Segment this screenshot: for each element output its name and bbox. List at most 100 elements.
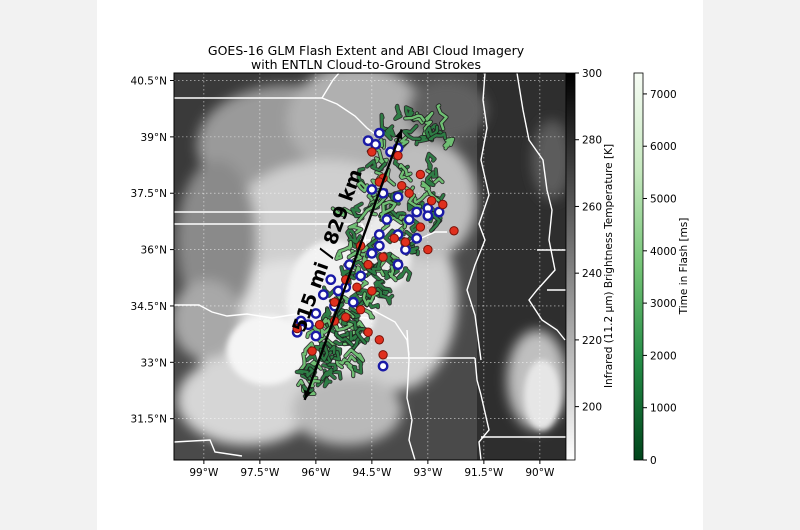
ctg-stroke-red bbox=[307, 346, 317, 356]
ctg-stroke-red bbox=[438, 199, 448, 210]
state-borders bbox=[174, 73, 566, 460]
ctg-stroke-blue bbox=[392, 259, 404, 271]
chart-title: GOES-16 GLM Flash Extent and ABI Cloud I… bbox=[208, 43, 525, 58]
flash-channel bbox=[335, 355, 357, 369]
flash-channel bbox=[374, 280, 392, 293]
lat-tick-label: 40.5°N bbox=[131, 76, 167, 88]
arrow-head-south bbox=[304, 389, 312, 400]
lon-tick-label: 93°W bbox=[413, 467, 443, 479]
colorbar-tick-label: 3000 bbox=[650, 298, 677, 310]
flash-channel bbox=[295, 367, 314, 377]
latitude-axis: 40.5°N 39°N 37.5°N 36°N 34.5°N 33°N 31.5°N bbox=[131, 76, 174, 426]
ctg-stroke-blue bbox=[373, 229, 385, 240]
colorbar-tick-label: 300 bbox=[582, 68, 602, 80]
ctg-stroke-red bbox=[389, 233, 399, 244]
ctg-stroke-red bbox=[341, 312, 351, 322]
ctg-stroke-blue bbox=[347, 296, 359, 308]
ctg-stroke-red bbox=[415, 169, 426, 180]
longitude-axis: 99°W 97.5°W 96°W 94.5°W 93°W 91.5°W 90°W bbox=[189, 460, 555, 479]
flash-channel bbox=[425, 168, 438, 187]
flash-channel bbox=[330, 337, 347, 347]
ctg-stroke-blue bbox=[317, 289, 329, 301]
colorbar-tick-label: 5000 bbox=[650, 194, 677, 206]
flash-channel bbox=[399, 169, 412, 182]
flash-channel bbox=[388, 265, 397, 282]
ctg-stroke-red bbox=[378, 252, 388, 262]
colorbar-tick-label: 6000 bbox=[650, 141, 677, 153]
temperature-colorbar bbox=[565, 72, 576, 461]
ctg-stroke-red bbox=[449, 226, 459, 236]
ctg-strokes bbox=[291, 127, 459, 372]
lat-tick-label: 31.5°N bbox=[131, 414, 167, 426]
colorbar-tick-label: 200 bbox=[582, 402, 602, 414]
ctg-stroke-blue bbox=[377, 360, 389, 372]
flash-channel bbox=[327, 355, 337, 372]
colorbar-tick-label: 280 bbox=[582, 135, 602, 147]
lon-tick-label: 96°W bbox=[301, 467, 331, 479]
colorbar-tick-label: 240 bbox=[582, 268, 602, 280]
map-chart: GOES-16 GLM Flash Extent and ABI Cloud I… bbox=[131, 43, 690, 479]
flash-colorbar bbox=[633, 72, 644, 461]
ctg-stroke-red bbox=[378, 350, 388, 360]
flash-channel bbox=[376, 287, 394, 305]
flash-channel bbox=[306, 376, 321, 388]
ctg-stroke-red bbox=[363, 327, 373, 337]
lon-tick-label: 91.5°W bbox=[464, 467, 504, 479]
ctg-stroke-red bbox=[367, 286, 377, 296]
ctg-stroke-red bbox=[314, 320, 325, 330]
flash-channel bbox=[436, 104, 448, 131]
ctg-stroke-red bbox=[352, 282, 362, 292]
colorbar-tick-label: 1000 bbox=[650, 403, 677, 415]
flash-colorbar-ticks: 0 1000 2000 3000 4000 5000 6000 7000 bbox=[643, 89, 677, 467]
flash-channel bbox=[335, 240, 353, 260]
figure: GOES-16 GLM Flash Extent and ABI Cloud I… bbox=[97, 0, 703, 530]
flash-channel bbox=[357, 196, 387, 223]
ctg-stroke-blue bbox=[381, 214, 393, 225]
ctg-stroke-blue bbox=[310, 308, 322, 319]
arrow-shaft bbox=[303, 128, 403, 401]
flash-channel bbox=[297, 379, 316, 396]
lat-tick-label: 37.5°N bbox=[131, 188, 167, 200]
flash-channel bbox=[394, 104, 402, 121]
flash-channel bbox=[398, 163, 412, 177]
flash-channel bbox=[397, 267, 412, 281]
distance-arrow bbox=[303, 128, 403, 401]
ctg-stroke-red bbox=[423, 244, 433, 255]
ctg-stroke-red bbox=[355, 305, 366, 315]
ctg-stroke-red bbox=[400, 237, 411, 247]
ctg-stroke-blue bbox=[355, 270, 367, 282]
flash-channel bbox=[379, 200, 397, 220]
flash-channel bbox=[347, 330, 362, 345]
flash-channel bbox=[382, 125, 395, 141]
cloud-imagery bbox=[174, 73, 566, 460]
lat-tick-label: 34.5°N bbox=[131, 301, 167, 313]
flash-channel bbox=[323, 378, 332, 388]
ctg-stroke-blue bbox=[433, 206, 445, 218]
ctg-stroke-blue bbox=[373, 127, 385, 139]
flash-channel bbox=[357, 181, 369, 193]
flash-channel bbox=[321, 368, 336, 380]
temperature-colorbar-ticks: 200 220 240 260 280 300 bbox=[575, 68, 602, 414]
flash-channel bbox=[384, 229, 401, 244]
ctg-stroke-blue bbox=[411, 232, 423, 244]
colorbar-tick-label: 0 bbox=[650, 455, 657, 467]
flash-channel bbox=[344, 348, 365, 362]
flash-channel bbox=[443, 137, 455, 150]
flash-channel bbox=[348, 223, 363, 234]
ctg-stroke-red bbox=[393, 150, 403, 161]
flash-channel bbox=[404, 114, 426, 122]
lat-tick-label: 33°N bbox=[141, 357, 167, 369]
ctg-stroke-blue bbox=[392, 191, 404, 203]
ctg-stroke-blue bbox=[366, 184, 378, 195]
arrow-head-north bbox=[394, 129, 403, 140]
colorbar-tick-label: 4000 bbox=[650, 246, 677, 258]
lon-tick-label: 94.5°W bbox=[352, 467, 392, 479]
lat-tick-label: 36°N bbox=[141, 245, 167, 257]
flash-channel bbox=[382, 252, 393, 265]
lon-tick-label: 90°W bbox=[525, 467, 555, 479]
ctg-stroke-blue bbox=[302, 319, 314, 331]
ctg-stroke-red bbox=[367, 147, 377, 157]
ctg-stroke-blue bbox=[370, 138, 381, 150]
ctg-stroke-red bbox=[415, 222, 426, 232]
flash-colorbar-label: Time in Flash [ms] bbox=[678, 218, 690, 316]
